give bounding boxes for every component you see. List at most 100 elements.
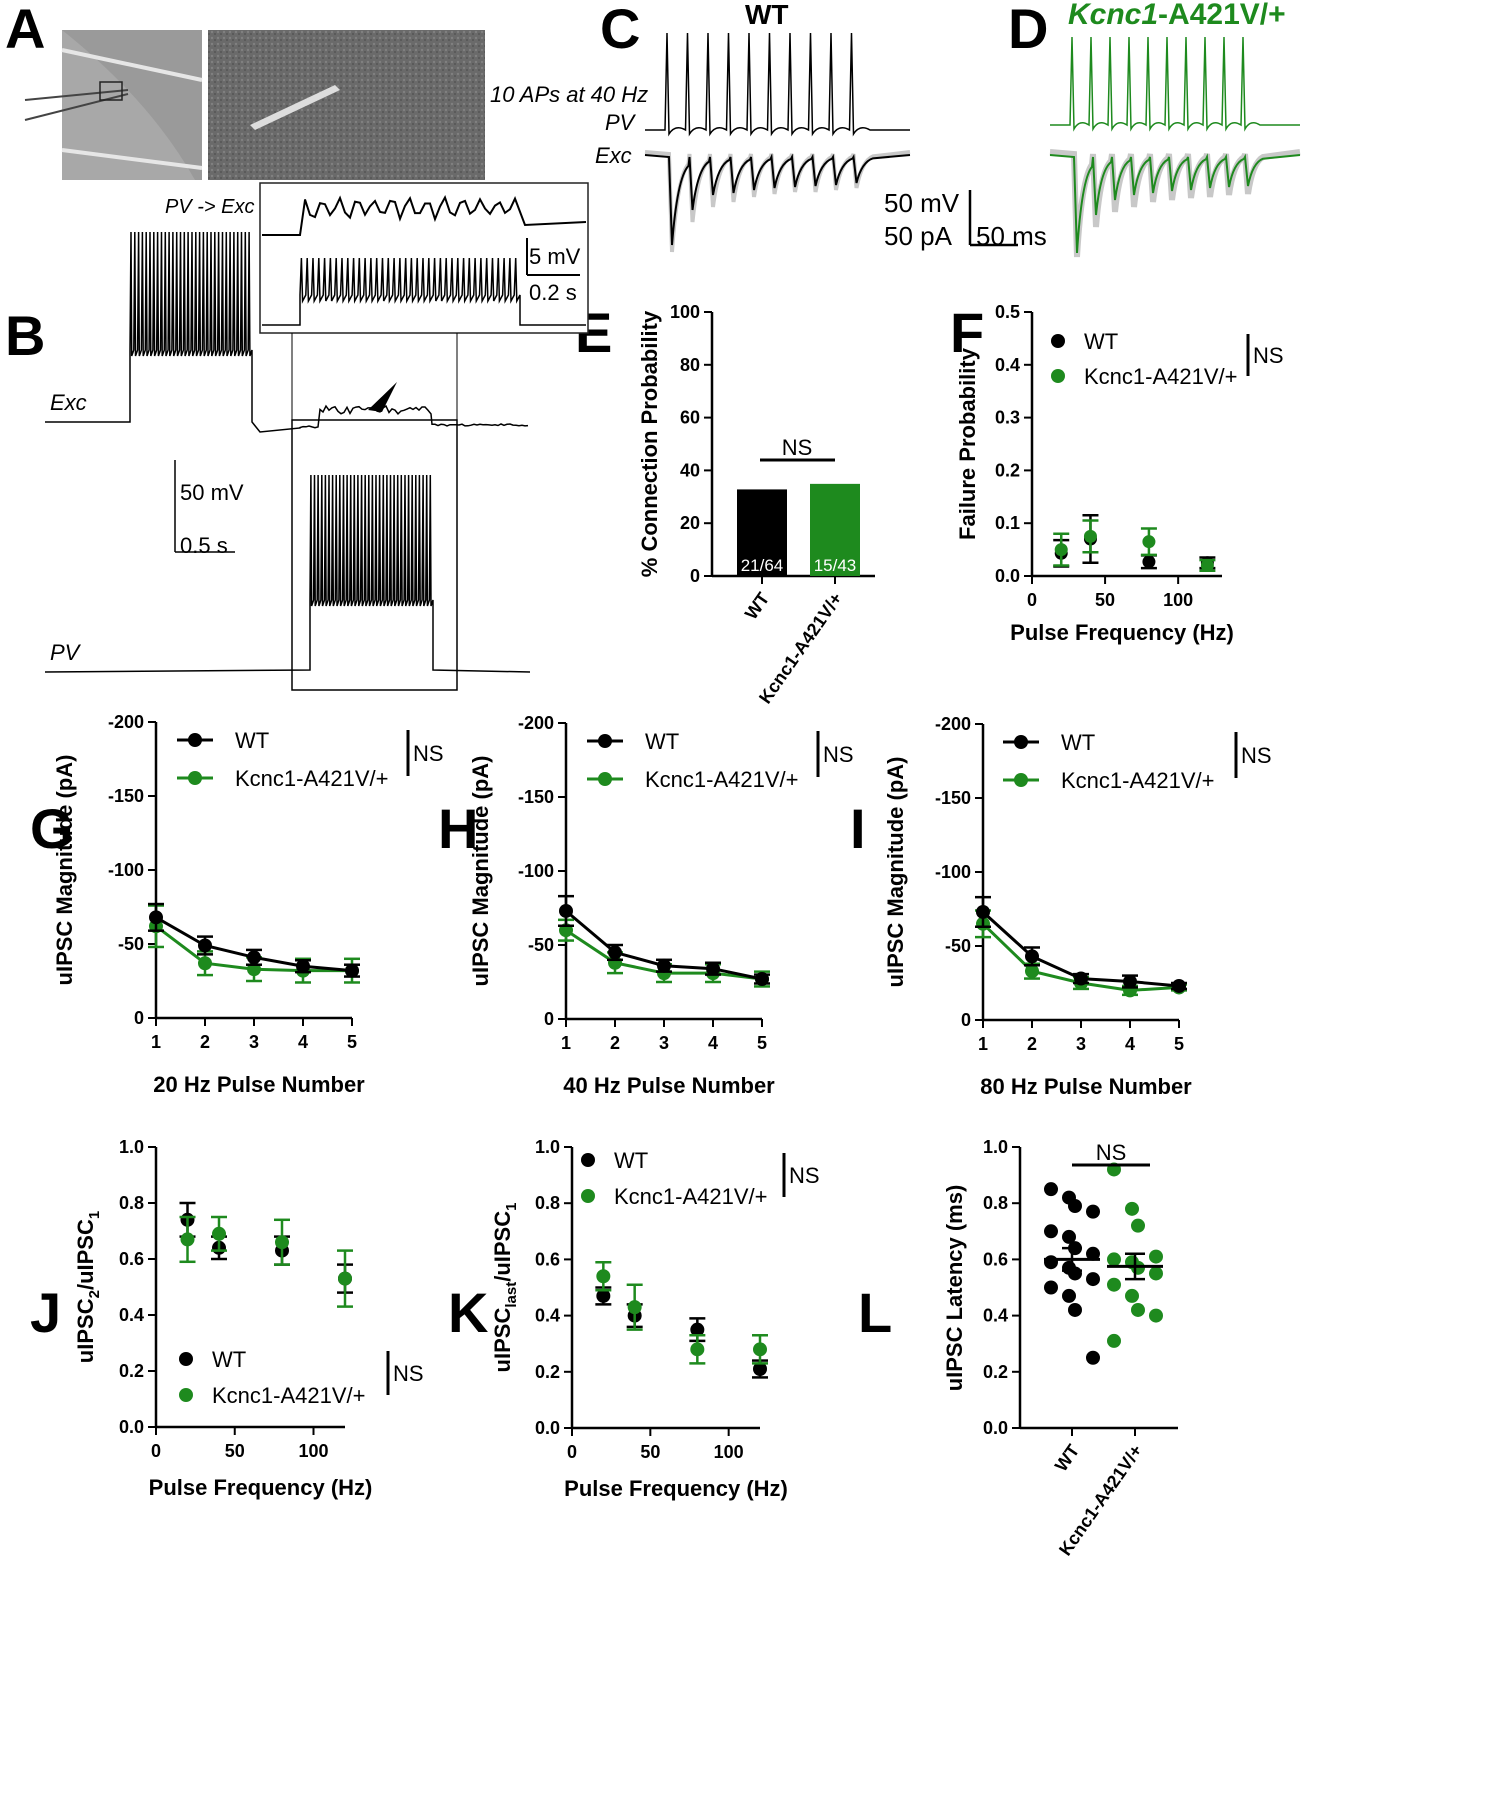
x-axis-label: 20 Hz Pulse Number — [153, 1072, 365, 1097]
data-point — [1068, 1303, 1082, 1317]
data-point — [198, 938, 212, 952]
y-tick-label: 0 — [690, 566, 700, 586]
data-point — [1131, 1303, 1145, 1317]
x-tick-label: 0 — [151, 1441, 161, 1461]
x-axis-label: Pulse Frequency (Hz) — [564, 1476, 788, 1501]
legend-label: WT — [645, 729, 679, 754]
panel-label-L: L — [858, 1281, 892, 1344]
panel-k-chart: 0.0 0.2 0.4 0.6 0.8 1.0 0 50 100 Pulse Frequency … — [490, 1137, 820, 1501]
scale-s-label: 0.5 s — [180, 533, 228, 558]
panel-j-chart: 0.00.20.40.60.81.00 50 100Pulse Frequency … — [73, 1137, 424, 1500]
data-point — [1044, 1281, 1058, 1295]
legend-label: WT — [212, 1347, 246, 1372]
data-point — [596, 1269, 610, 1283]
exc-label-c: Exc — [595, 143, 632, 168]
legend-label: WT — [614, 1148, 648, 1173]
y-tick-label: 0.8 — [983, 1193, 1008, 1213]
mut-pv-spikes — [1050, 37, 1300, 129]
y-tick-label: 0.2 — [535, 1362, 560, 1382]
data-point — [1142, 535, 1155, 548]
x-tick-label: WT — [1051, 1441, 1083, 1475]
data-point — [559, 904, 573, 918]
legend-marker — [1051, 369, 1065, 383]
data-point — [1074, 972, 1088, 986]
data-point — [1086, 1272, 1100, 1286]
x-axis-label: 80 Hz Pulse Number — [980, 1074, 1192, 1099]
data-point — [275, 1235, 289, 1249]
data-point — [1044, 1255, 1058, 1269]
y-tick-label: 0.4 — [983, 1306, 1008, 1326]
x-tick-label: 2 — [610, 1033, 620, 1053]
y-tick-label: 0.4 — [535, 1306, 560, 1326]
data-point — [247, 950, 261, 964]
ns-label: NS — [1253, 343, 1284, 368]
panel-f-chart: 0.0 0.1 0.2 0.3 0.4 0.5 0 50 100 Pulse Frequency … — [955, 302, 1284, 645]
y-tick-label: -200 — [108, 712, 144, 732]
y-axis-label: Failure Probability — [955, 347, 980, 540]
x-tick-label: 1 — [151, 1032, 161, 1052]
data-point — [628, 1300, 642, 1314]
panel-a-images: 10 APs at 40 Hz — [25, 30, 648, 180]
panel-d-traces: Kcnc1-A421V/+ — [1050, 0, 1300, 257]
x-tick-label: 1 — [561, 1033, 571, 1053]
y-tick-label: 0.6 — [119, 1249, 144, 1269]
mut-exc-grey — [1050, 152, 1300, 257]
y-tick-label: 1.0 — [983, 1137, 1008, 1157]
y-tick-label: -50 — [945, 936, 971, 956]
dic-image — [208, 30, 485, 180]
legend-label: Kcnc1-A421V/+ — [614, 1184, 767, 1209]
y-tick-label: 0.6 — [535, 1249, 560, 1269]
legend-label: Kcnc1-A421V/+ — [1084, 364, 1237, 389]
x-tick-label: 3 — [249, 1032, 259, 1052]
legend-label: WT — [1084, 329, 1118, 354]
y-tick-label: -50 — [118, 934, 144, 954]
data-point — [1044, 1224, 1058, 1238]
pv-label: PV — [50, 640, 82, 665]
y-tick-label: 0.4 — [119, 1305, 144, 1325]
y-tick-label: 0.2 — [983, 1362, 1008, 1382]
panel-label-I: I — [850, 797, 866, 860]
panel-h-chart: 0 -50 -100 -150 -200 1 2 3 4 5 40 Hz Pulse Number u… — [468, 713, 854, 1098]
data-point — [755, 972, 769, 986]
data-point — [1149, 1250, 1163, 1264]
y-tick-label: -150 — [518, 787, 554, 807]
ns-label: NS — [413, 741, 444, 766]
y-tick-label: 0 — [544, 1009, 554, 1029]
panel-i-chart: 0-50-100-150-2001 2 3 4 580 Hz Pulse Numberu… — [883, 714, 1272, 1099]
data-point — [212, 1227, 226, 1241]
data-point — [1125, 1289, 1139, 1303]
y-tick-label: 0.6 — [983, 1249, 1008, 1269]
legend-label: WT — [235, 728, 269, 753]
pv-label-c: PV — [605, 110, 637, 135]
x-tick-label: 100 — [1163, 590, 1193, 610]
y-tick-label: -100 — [518, 861, 554, 881]
exc-label: Exc — [50, 390, 87, 415]
panel-c-traces: WT PV Exc 50 mV 50 pA 50 ms — [595, 0, 1047, 252]
y-tick-label: -100 — [935, 862, 971, 882]
wt-pv-spikes — [645, 33, 910, 134]
x-axis-label: Pulse Frequency (Hz) — [149, 1475, 373, 1500]
ns-label: NS — [782, 435, 813, 460]
y-tick-label: 0.1 — [995, 513, 1020, 533]
x-tick-label: 100 — [298, 1441, 328, 1461]
legend-marker — [179, 1352, 193, 1366]
y-axis-label: uIPSC Latency (ms) — [942, 1185, 967, 1392]
panel-label-D: D — [1008, 0, 1048, 60]
data-point — [1025, 949, 1039, 963]
y-tick-label: 80 — [680, 355, 700, 375]
y-tick-label: 1.0 — [535, 1137, 560, 1157]
data-point — [976, 905, 990, 919]
y-tick-label: 40 — [680, 460, 700, 480]
legend-marker — [598, 772, 612, 786]
inset-mv-label: 5 mV — [529, 244, 581, 269]
y-tick-label: 0.0 — [535, 1418, 560, 1438]
panel-label-C: C — [600, 0, 640, 60]
ns-label: NS — [1241, 743, 1272, 768]
legend-marker — [188, 771, 202, 785]
y-axis-label: uIPSC Magnitude (pA) — [52, 755, 77, 986]
data-point — [1068, 1199, 1082, 1213]
data-point — [1086, 1205, 1100, 1219]
scale-mv-c: 50 mV — [884, 188, 960, 218]
x-tick-label: 5 — [1174, 1034, 1184, 1054]
